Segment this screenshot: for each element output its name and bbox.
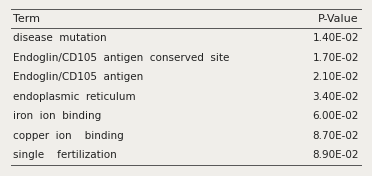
Text: Term: Term — [13, 14, 40, 24]
Text: disease  mutation: disease mutation — [13, 33, 107, 43]
Text: 3.40E-02: 3.40E-02 — [312, 92, 359, 102]
Text: iron  ion  binding: iron ion binding — [13, 111, 101, 121]
Text: endoplasmic  reticulum: endoplasmic reticulum — [13, 92, 136, 102]
Text: 2.10E-02: 2.10E-02 — [312, 72, 359, 82]
Text: 6.00E-02: 6.00E-02 — [312, 111, 359, 121]
Text: 1.40E-02: 1.40E-02 — [312, 33, 359, 43]
Text: Endoglin/CD105  antigen  conserved  site: Endoglin/CD105 antigen conserved site — [13, 53, 230, 63]
Text: copper  ion    binding: copper ion binding — [13, 131, 124, 141]
Text: P-Value: P-Value — [318, 14, 359, 24]
Text: Endoglin/CD105  antigen: Endoglin/CD105 antigen — [13, 72, 143, 82]
Text: single    fertilization: single fertilization — [13, 150, 117, 160]
Text: 8.90E-02: 8.90E-02 — [312, 150, 359, 160]
Text: 8.70E-02: 8.70E-02 — [312, 131, 359, 141]
Text: 1.70E-02: 1.70E-02 — [312, 53, 359, 63]
